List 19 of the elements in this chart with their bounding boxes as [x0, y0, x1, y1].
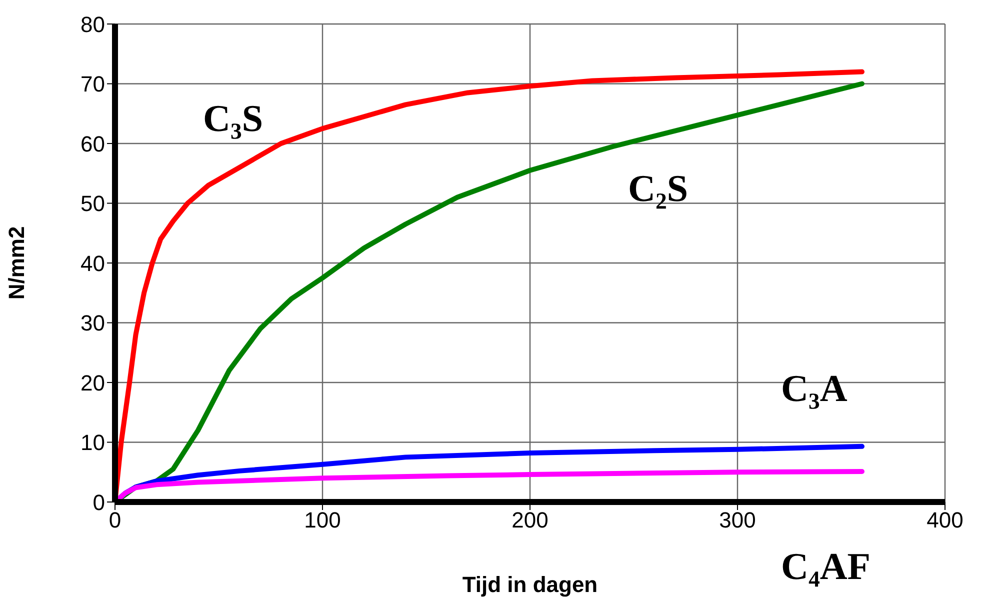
series-label: C₂S: [628, 168, 688, 210]
y-tick-label: 40: [80, 250, 105, 276]
y-axis-title: N/mm2: [4, 226, 29, 300]
y-tick-label: 30: [80, 310, 105, 336]
x-tick-label: 200: [512, 508, 548, 533]
x-axis-title: Tijd in dagen: [462, 572, 598, 597]
x-tick-label: 0: [108, 508, 122, 533]
series-label: C₃S: [203, 98, 263, 140]
y-tick-label: 50: [80, 191, 105, 216]
x-tick-label: 100: [304, 508, 341, 533]
x-tick-label: 300: [719, 508, 756, 533]
y-tick-label: 0: [92, 490, 105, 515]
y-tick-label: 10: [80, 430, 105, 456]
y-tick-label: 20: [80, 370, 105, 396]
y-tick-label: 60: [80, 131, 105, 156]
y-tick-label: 70: [80, 72, 105, 97]
x-tick-label: 400: [926, 508, 964, 533]
series-label: C₄AF: [781, 546, 870, 588]
y-tick-label: 80: [80, 12, 105, 37]
